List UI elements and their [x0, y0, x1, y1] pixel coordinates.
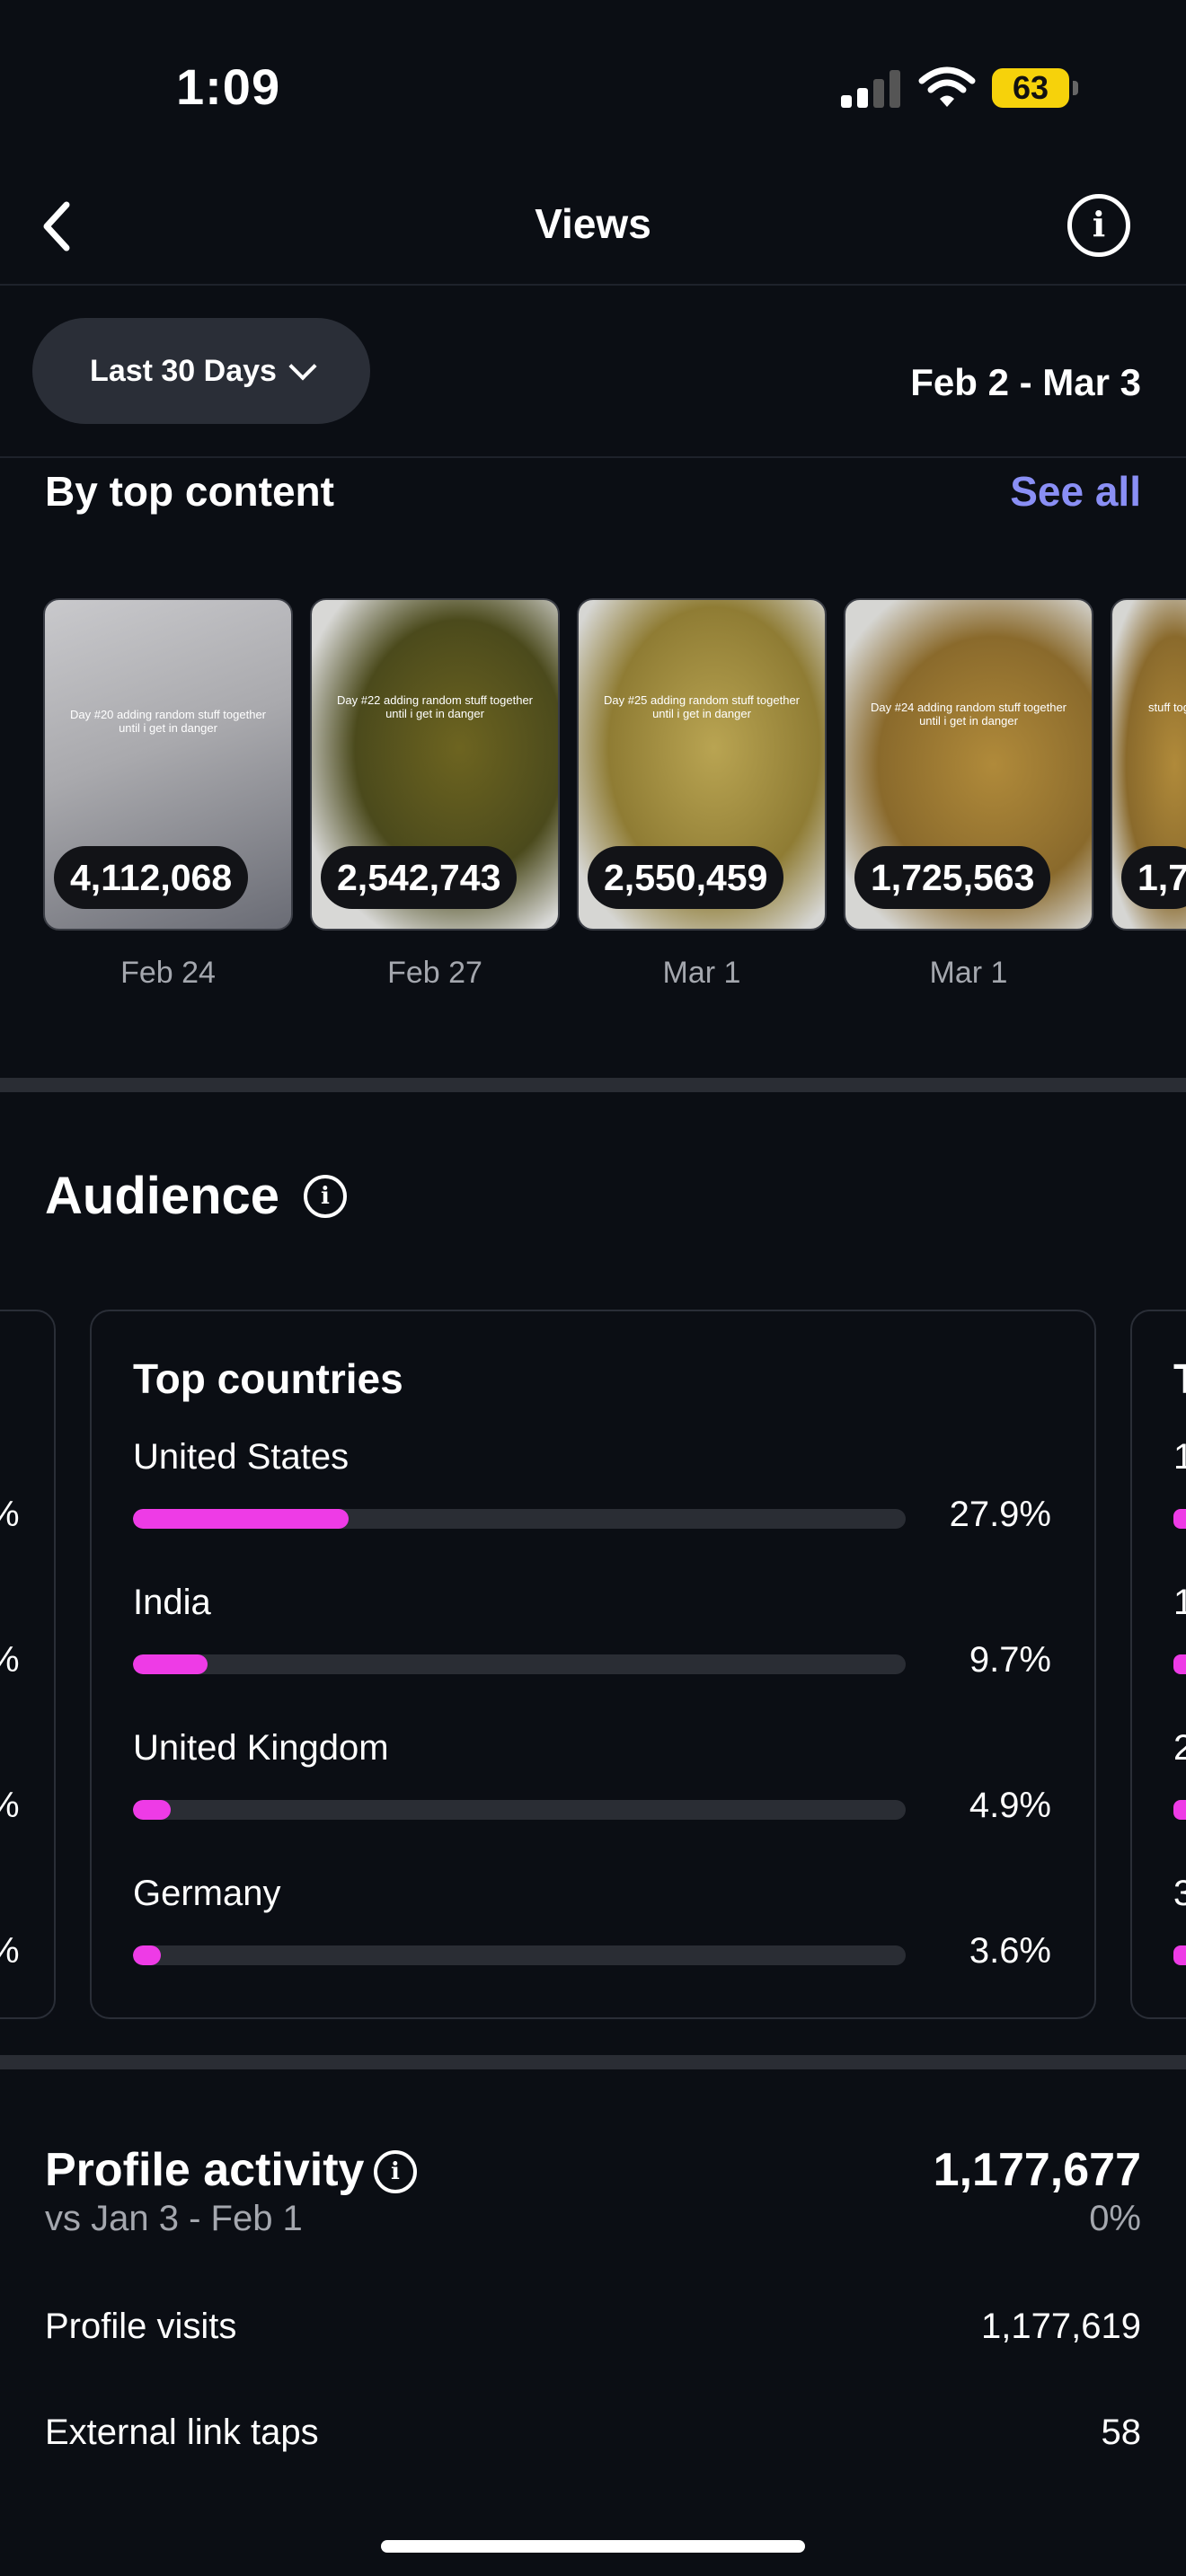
country-percent: 27.9%: [949, 1495, 1051, 1534]
content-thumbnail-5[interactable]: stuff tog 1,7: [1111, 598, 1186, 931]
signal-icon: [839, 68, 902, 108]
profile-visits-label: Profile visits: [45, 2307, 237, 2346]
country-bar-fill: [133, 1800, 172, 1820]
country-bar: [133, 1654, 906, 1674]
country-percent: 4.9%: [969, 1786, 1051, 1825]
home-indicator[interactable]: [381, 2540, 805, 2553]
country-bar: [133, 1509, 906, 1529]
country-bar: [133, 1800, 906, 1820]
thumbnail-caption: Day #20 adding random stuff together unt…: [69, 708, 267, 735]
country-name: Germany: [133, 1874, 281, 1913]
next-card-value: 3: [1173, 1874, 1186, 1913]
country-name: United Kingdom: [133, 1728, 389, 1768]
wifi-icon: [918, 65, 976, 110]
country-name: United States: [133, 1437, 350, 1477]
next-card-bar-fill: [1173, 1509, 1186, 1529]
view-count: 2,550,459: [588, 846, 784, 909]
country-percent: 9.7%: [969, 1640, 1051, 1680]
filter-divider: [0, 456, 1186, 458]
thumbnail-caption: Day #22 adding random stuff together unt…: [336, 693, 534, 720]
audience-title: Audience: [45, 1167, 280, 1225]
section-separator: [0, 2055, 1186, 2069]
country-name: India: [133, 1583, 211, 1622]
country-percent: 3.6%: [969, 1931, 1051, 1971]
next-card-value: 1: [1173, 1583, 1186, 1622]
back-button[interactable]: [32, 199, 86, 253]
profile-activity-total: 1,177,677: [933, 2144, 1141, 2196]
country-bar: [133, 1945, 906, 1965]
previous-card-pct: %: [0, 1786, 20, 1826]
chevron-left-icon: [43, 201, 70, 251]
country-bar-fill: [133, 1654, 208, 1674]
top-countries-title: Top countries: [133, 1355, 403, 1402]
see-all-link[interactable]: See all: [1010, 468, 1141, 515]
next-card-value: 1: [1173, 1437, 1186, 1477]
previous-card-pct: %: [0, 1495, 20, 1535]
page-title: Views: [535, 200, 651, 247]
next-card-title: T: [1173, 1354, 1186, 1403]
info-icon[interactable]: i: [304, 1175, 347, 1218]
content-thumbnail-1[interactable]: Day #20 adding random stuff together unt…: [43, 598, 293, 931]
header-divider: [0, 284, 1186, 286]
thumbnail-date: Mar 1: [662, 956, 741, 990]
thumbnail-date: Feb 27: [387, 956, 482, 990]
info-icon[interactable]: i: [374, 2150, 417, 2193]
country-bar-fill: [133, 1509, 349, 1529]
external-link-taps-value: 58: [1101, 2413, 1142, 2452]
content-thumbnail-3[interactable]: Day #25 adding random stuff together unt…: [577, 598, 827, 931]
audience-card-previous[interactable]: [0, 1310, 56, 2019]
view-count: 1,7: [1121, 846, 1186, 909]
view-count: 1,725,563: [854, 846, 1051, 909]
external-link-taps-label: External link taps: [45, 2413, 319, 2452]
status-time: 1:09: [176, 58, 281, 115]
content-thumbnail-4[interactable]: Day #24 adding random stuff together unt…: [844, 598, 1093, 931]
content-thumbnail-2[interactable]: Day #22 adding random stuff together unt…: [310, 598, 560, 931]
view-count: 4,112,068: [54, 846, 249, 909]
comparison-period: vs Jan 3 - Feb 1: [45, 2199, 303, 2238]
previous-card-pct: %: [0, 1640, 20, 1681]
thumbnail-date: Feb 24: [120, 956, 216, 990]
next-card-bar-fill: [1173, 1800, 1186, 1820]
chevron-down-icon: [288, 352, 317, 381]
thumbnail-caption: Day #25 adding random stuff together unt…: [603, 693, 801, 720]
next-card-bar-fill: [1173, 1654, 1186, 1674]
previous-card-pct: %: [0, 1931, 20, 1972]
profile-activity-change: 0%: [1089, 2199, 1141, 2238]
date-range-text: Feb 2 - Mar 3: [910, 361, 1141, 403]
date-range-dropdown-label: Last 30 Days: [90, 353, 277, 388]
profile-activity-title: Profile activity: [45, 2144, 365, 2196]
next-card-value: 2: [1173, 1728, 1186, 1768]
info-icon[interactable]: i: [1067, 194, 1130, 257]
thumbnail-caption: stuff tog: [1148, 701, 1186, 714]
next-card-bar-fill: [1173, 1945, 1186, 1965]
section-separator: [0, 1078, 1186, 1092]
date-range-dropdown[interactable]: Last 30 Days: [32, 318, 370, 424]
thumbnail-date: Mar 1: [929, 956, 1008, 990]
profile-visits-value: 1,177,619: [981, 2307, 1141, 2346]
country-bar-fill: [133, 1945, 161, 1965]
view-count: 2,542,743: [321, 846, 518, 909]
thumbnail-caption: Day #24 adding random stuff together unt…: [870, 701, 1067, 728]
battery-indicator: 63: [992, 68, 1078, 108]
top-content-title: By top content: [45, 468, 334, 515]
